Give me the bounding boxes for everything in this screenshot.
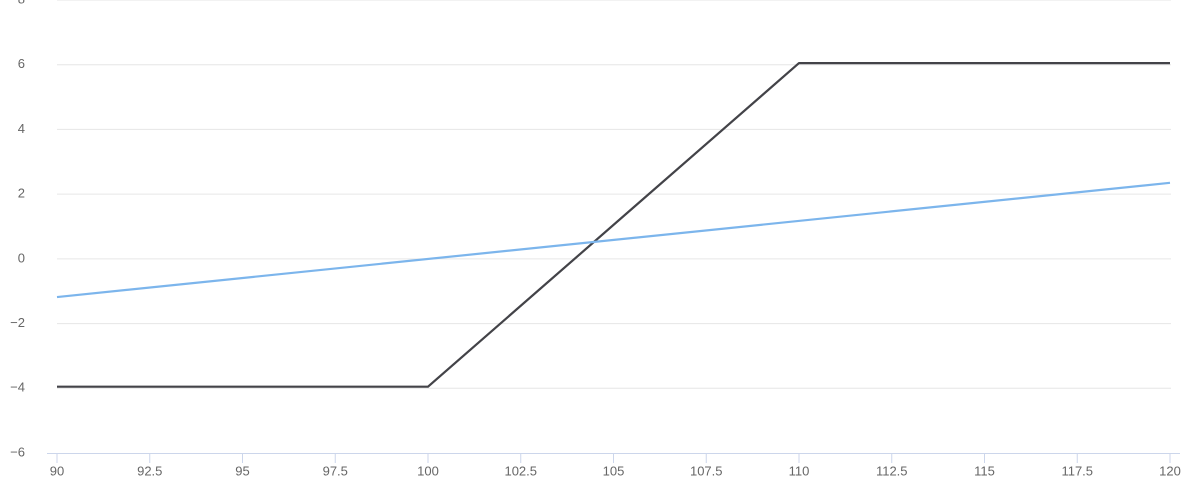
x-tick-label: 107.5 bbox=[690, 463, 723, 478]
y-tick-label: −6 bbox=[10, 444, 25, 459]
x-tick-label: 120 bbox=[1159, 463, 1181, 478]
y-tick-label: −2 bbox=[10, 315, 25, 330]
x-tick-label: 102.5 bbox=[504, 463, 537, 478]
x-tick-label: 90 bbox=[50, 463, 64, 478]
y-tick-label: 6 bbox=[18, 56, 25, 71]
y-tick-label: 8 bbox=[18, 0, 25, 6]
x-tick-label: 112.5 bbox=[876, 463, 908, 478]
y-tick-label: −4 bbox=[10, 380, 25, 395]
y-tick-label: 4 bbox=[18, 121, 25, 136]
x-tick-label: 105 bbox=[603, 463, 625, 478]
series-line bbox=[57, 61, 1170, 388]
x-tick-label: 97.5 bbox=[323, 463, 348, 478]
x-tick-label: 100 bbox=[417, 463, 439, 478]
series-line bbox=[56, 181, 1171, 299]
y-tick-label: 2 bbox=[18, 186, 25, 201]
x-tick-label: 110 bbox=[789, 463, 810, 478]
x-tick-label: 117.5 bbox=[1061, 463, 1093, 478]
x-tick-label: 92.5 bbox=[137, 463, 162, 478]
y-tick-label: 0 bbox=[18, 250, 25, 265]
x-tick-label: 95 bbox=[235, 463, 249, 478]
x-tick-label: 115 bbox=[974, 463, 995, 478]
